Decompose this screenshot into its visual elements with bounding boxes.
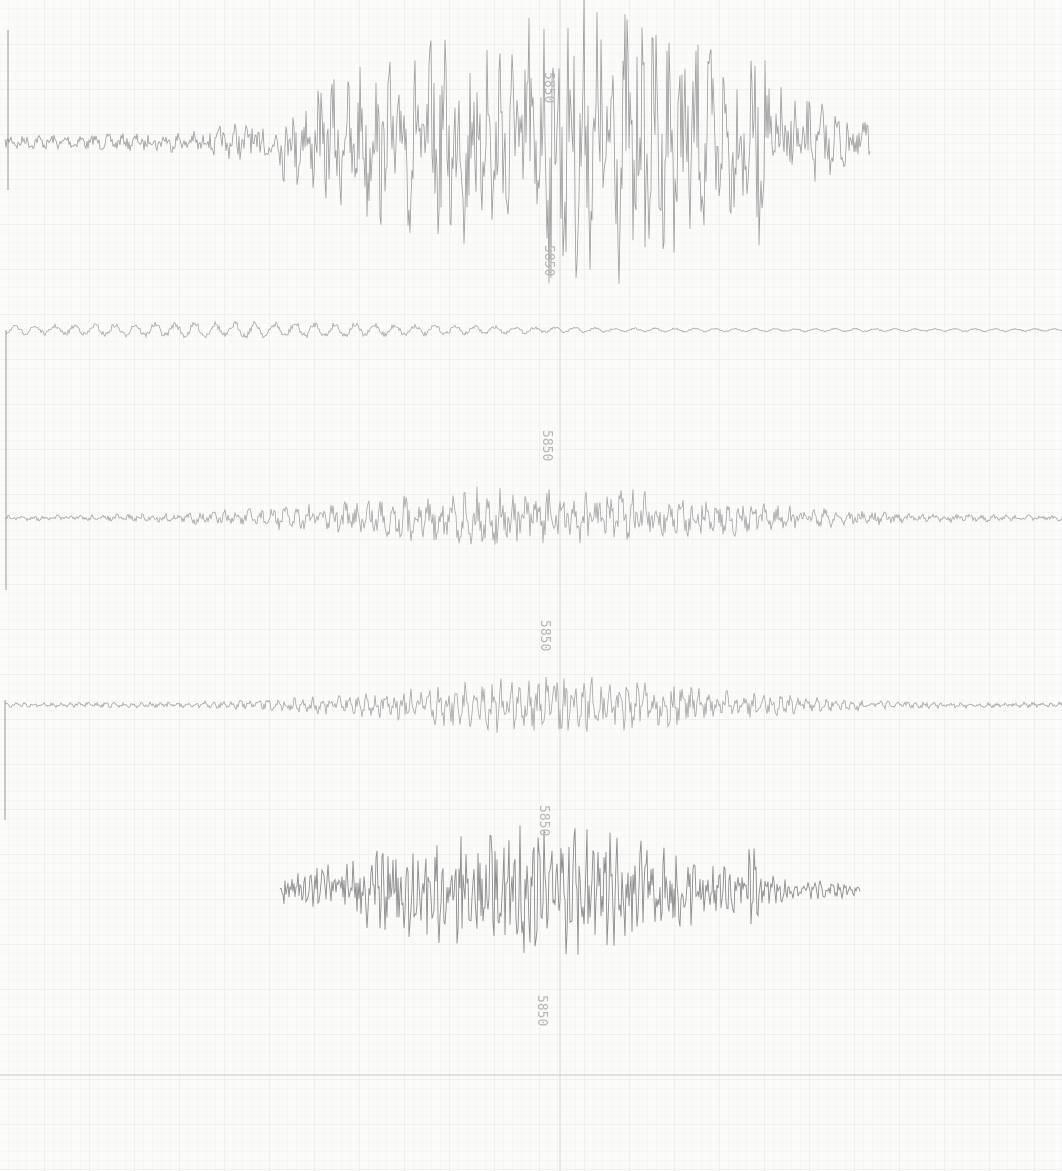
trace-label: 5850 (534, 995, 549, 1026)
trace-label: 5850 (541, 72, 556, 103)
trace-label: 5850 (537, 620, 552, 651)
trace-label: 5850 (541, 245, 556, 276)
trace-label: 5850 (536, 805, 551, 836)
grid (0, 0, 1062, 1171)
recording-paper: 5850 5850 5850 5850 5850 5850 (0, 0, 1062, 1171)
trace-label: 5850 (539, 430, 554, 461)
